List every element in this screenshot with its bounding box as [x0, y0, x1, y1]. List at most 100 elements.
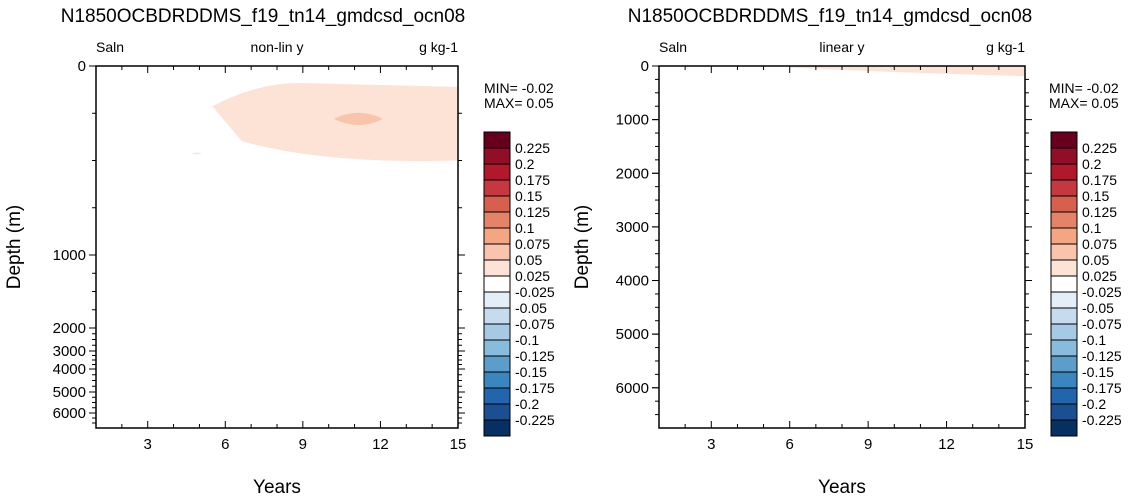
colorbar-label: -0.175	[515, 380, 555, 396]
y-tick-label: 4000	[53, 361, 86, 378]
colorbar-label: -0.2	[515, 396, 539, 412]
colorbar-swatch	[483, 211, 511, 229]
anomaly-region	[212, 83, 458, 162]
y-tick-label: 5000	[53, 384, 86, 401]
x-tick-label: 15	[450, 436, 467, 453]
colorbar-swatch	[483, 147, 511, 165]
colorbar-label: 0.2	[515, 156, 535, 172]
x-tick-label: 15	[1017, 436, 1034, 453]
colorbar-label: -0.125	[515, 348, 555, 364]
colorbar-label: -0.175	[1082, 380, 1122, 396]
y-axis-label: Depth (m)	[572, 205, 593, 289]
colorbar-swatch	[483, 419, 511, 437]
colorbar-swatch	[1050, 403, 1078, 421]
colorbar-label: 0.05	[515, 252, 542, 268]
colorbar-swatch	[1050, 339, 1078, 357]
x-tick-label: 6	[786, 436, 794, 453]
colorbar-label: 0.025	[1082, 268, 1117, 284]
y-tick-label: 2000	[616, 165, 649, 182]
x-axis-label: Years	[253, 477, 301, 498]
y-tick-label: 0	[641, 58, 649, 75]
colorbar-label: -0.05	[515, 300, 547, 316]
colorbar-label: -0.225	[1082, 412, 1122, 428]
min-label: MIN= -0.02	[484, 80, 554, 96]
colorbar-swatch	[483, 179, 511, 197]
colorbar-label: 0.125	[515, 204, 550, 220]
colorbar-swatch	[1050, 195, 1078, 213]
units-label: g kg-1	[986, 39, 1025, 55]
colorbar-swatch	[1050, 259, 1078, 277]
x-tick-label: 9	[299, 436, 307, 453]
colorbar-label: -0.025	[1082, 284, 1122, 300]
scale-subtitle: non-lin y	[251, 39, 304, 55]
colorbar-swatch	[1050, 211, 1078, 229]
colorbar-swatch	[1050, 147, 1078, 165]
colorbar-label: -0.075	[1082, 316, 1122, 332]
colorbar-label: 0.125	[1082, 204, 1117, 220]
max-label: MAX= 0.05	[1049, 95, 1119, 111]
colorbar-swatch	[483, 259, 511, 277]
units-label: g kg-1	[419, 39, 458, 55]
colorbar-swatch	[1050, 163, 1078, 181]
colorbar-swatch	[1050, 227, 1078, 245]
colorbar-label: 0.075	[1082, 236, 1117, 252]
x-tick-label: 3	[707, 436, 715, 453]
colorbar-swatch	[483, 371, 511, 389]
colorbar-label: -0.1	[515, 332, 539, 348]
colorbar-swatch	[483, 243, 511, 261]
max-label: MAX= 0.05	[484, 95, 554, 111]
y-tick-label: 1000	[616, 112, 649, 129]
variable-label: Saln	[96, 39, 124, 55]
colorbar-swatch	[1050, 323, 1078, 341]
colorbar-swatch	[483, 403, 511, 421]
colorbar-swatch	[483, 163, 511, 181]
colorbar-label: 0.225	[1082, 140, 1117, 156]
colorbar-label: -0.225	[515, 412, 555, 428]
plot-title: N1850OCBDRDDMS_f19_tn14_gmdcsd_ocn08	[61, 6, 466, 27]
colorbar-swatch	[483, 275, 511, 293]
colorbar-swatch	[483, 323, 511, 341]
colorbar-swatch	[1050, 131, 1078, 149]
y-tick-label: 2000	[53, 320, 86, 337]
colorbar-label: -0.1	[1082, 332, 1106, 348]
colorbar-label: -0.15	[1082, 364, 1114, 380]
colorbar-label: 0.15	[515, 188, 542, 204]
colorbar-swatch	[1050, 243, 1078, 261]
colorbar-swatch	[1050, 291, 1078, 309]
min-label: MIN= -0.02	[1049, 80, 1119, 96]
colorbar-label: -0.075	[515, 316, 555, 332]
colorbar-label: -0.2	[1082, 396, 1106, 412]
colorbar-swatch	[483, 355, 511, 373]
colorbar-swatch	[1050, 179, 1078, 197]
colorbar-label: 0.075	[515, 236, 550, 252]
x-tick-label: 3	[144, 436, 152, 453]
colorbar-label: 0.1	[515, 220, 535, 236]
y-tick-label: 3000	[616, 219, 649, 236]
colorbar-swatch	[483, 291, 511, 309]
colorbar-label: 0.225	[515, 140, 550, 156]
plot-title: N1850OCBDRDDMS_f19_tn14_gmdcsd_ocn08	[628, 6, 1033, 27]
colorbar-swatch	[1050, 275, 1078, 293]
colorbar-label: -0.15	[515, 364, 547, 380]
x-tick-label: 9	[864, 436, 872, 453]
right-panel-linear: N1850OCBDRDDMS_f19_tn14_gmdcsd_ocn08 Saln…	[572, 6, 1122, 498]
colorbar-swatch	[1050, 387, 1078, 405]
y-tick-label: 3000	[53, 343, 86, 360]
y-tick-label: 0	[78, 58, 86, 75]
x-tick-label: 12	[372, 436, 389, 453]
colorbar-swatch	[483, 195, 511, 213]
colorbar-label: 0.2	[1082, 156, 1102, 172]
anomaly-region	[191, 152, 203, 155]
x-tick-label: 12	[938, 436, 955, 453]
colorbar-swatch	[1050, 355, 1078, 373]
scale-subtitle: linear y	[819, 39, 864, 55]
colorbar-label: 0.025	[515, 268, 550, 284]
colorbar-swatch	[483, 227, 511, 245]
colorbar-swatch	[1050, 307, 1078, 325]
colorbar-swatch	[483, 339, 511, 357]
colorbar-swatch	[483, 307, 511, 325]
colorbar-swatch	[483, 387, 511, 405]
y-tick-label: 5000	[616, 326, 649, 343]
colorbar-swatch	[1050, 419, 1078, 437]
